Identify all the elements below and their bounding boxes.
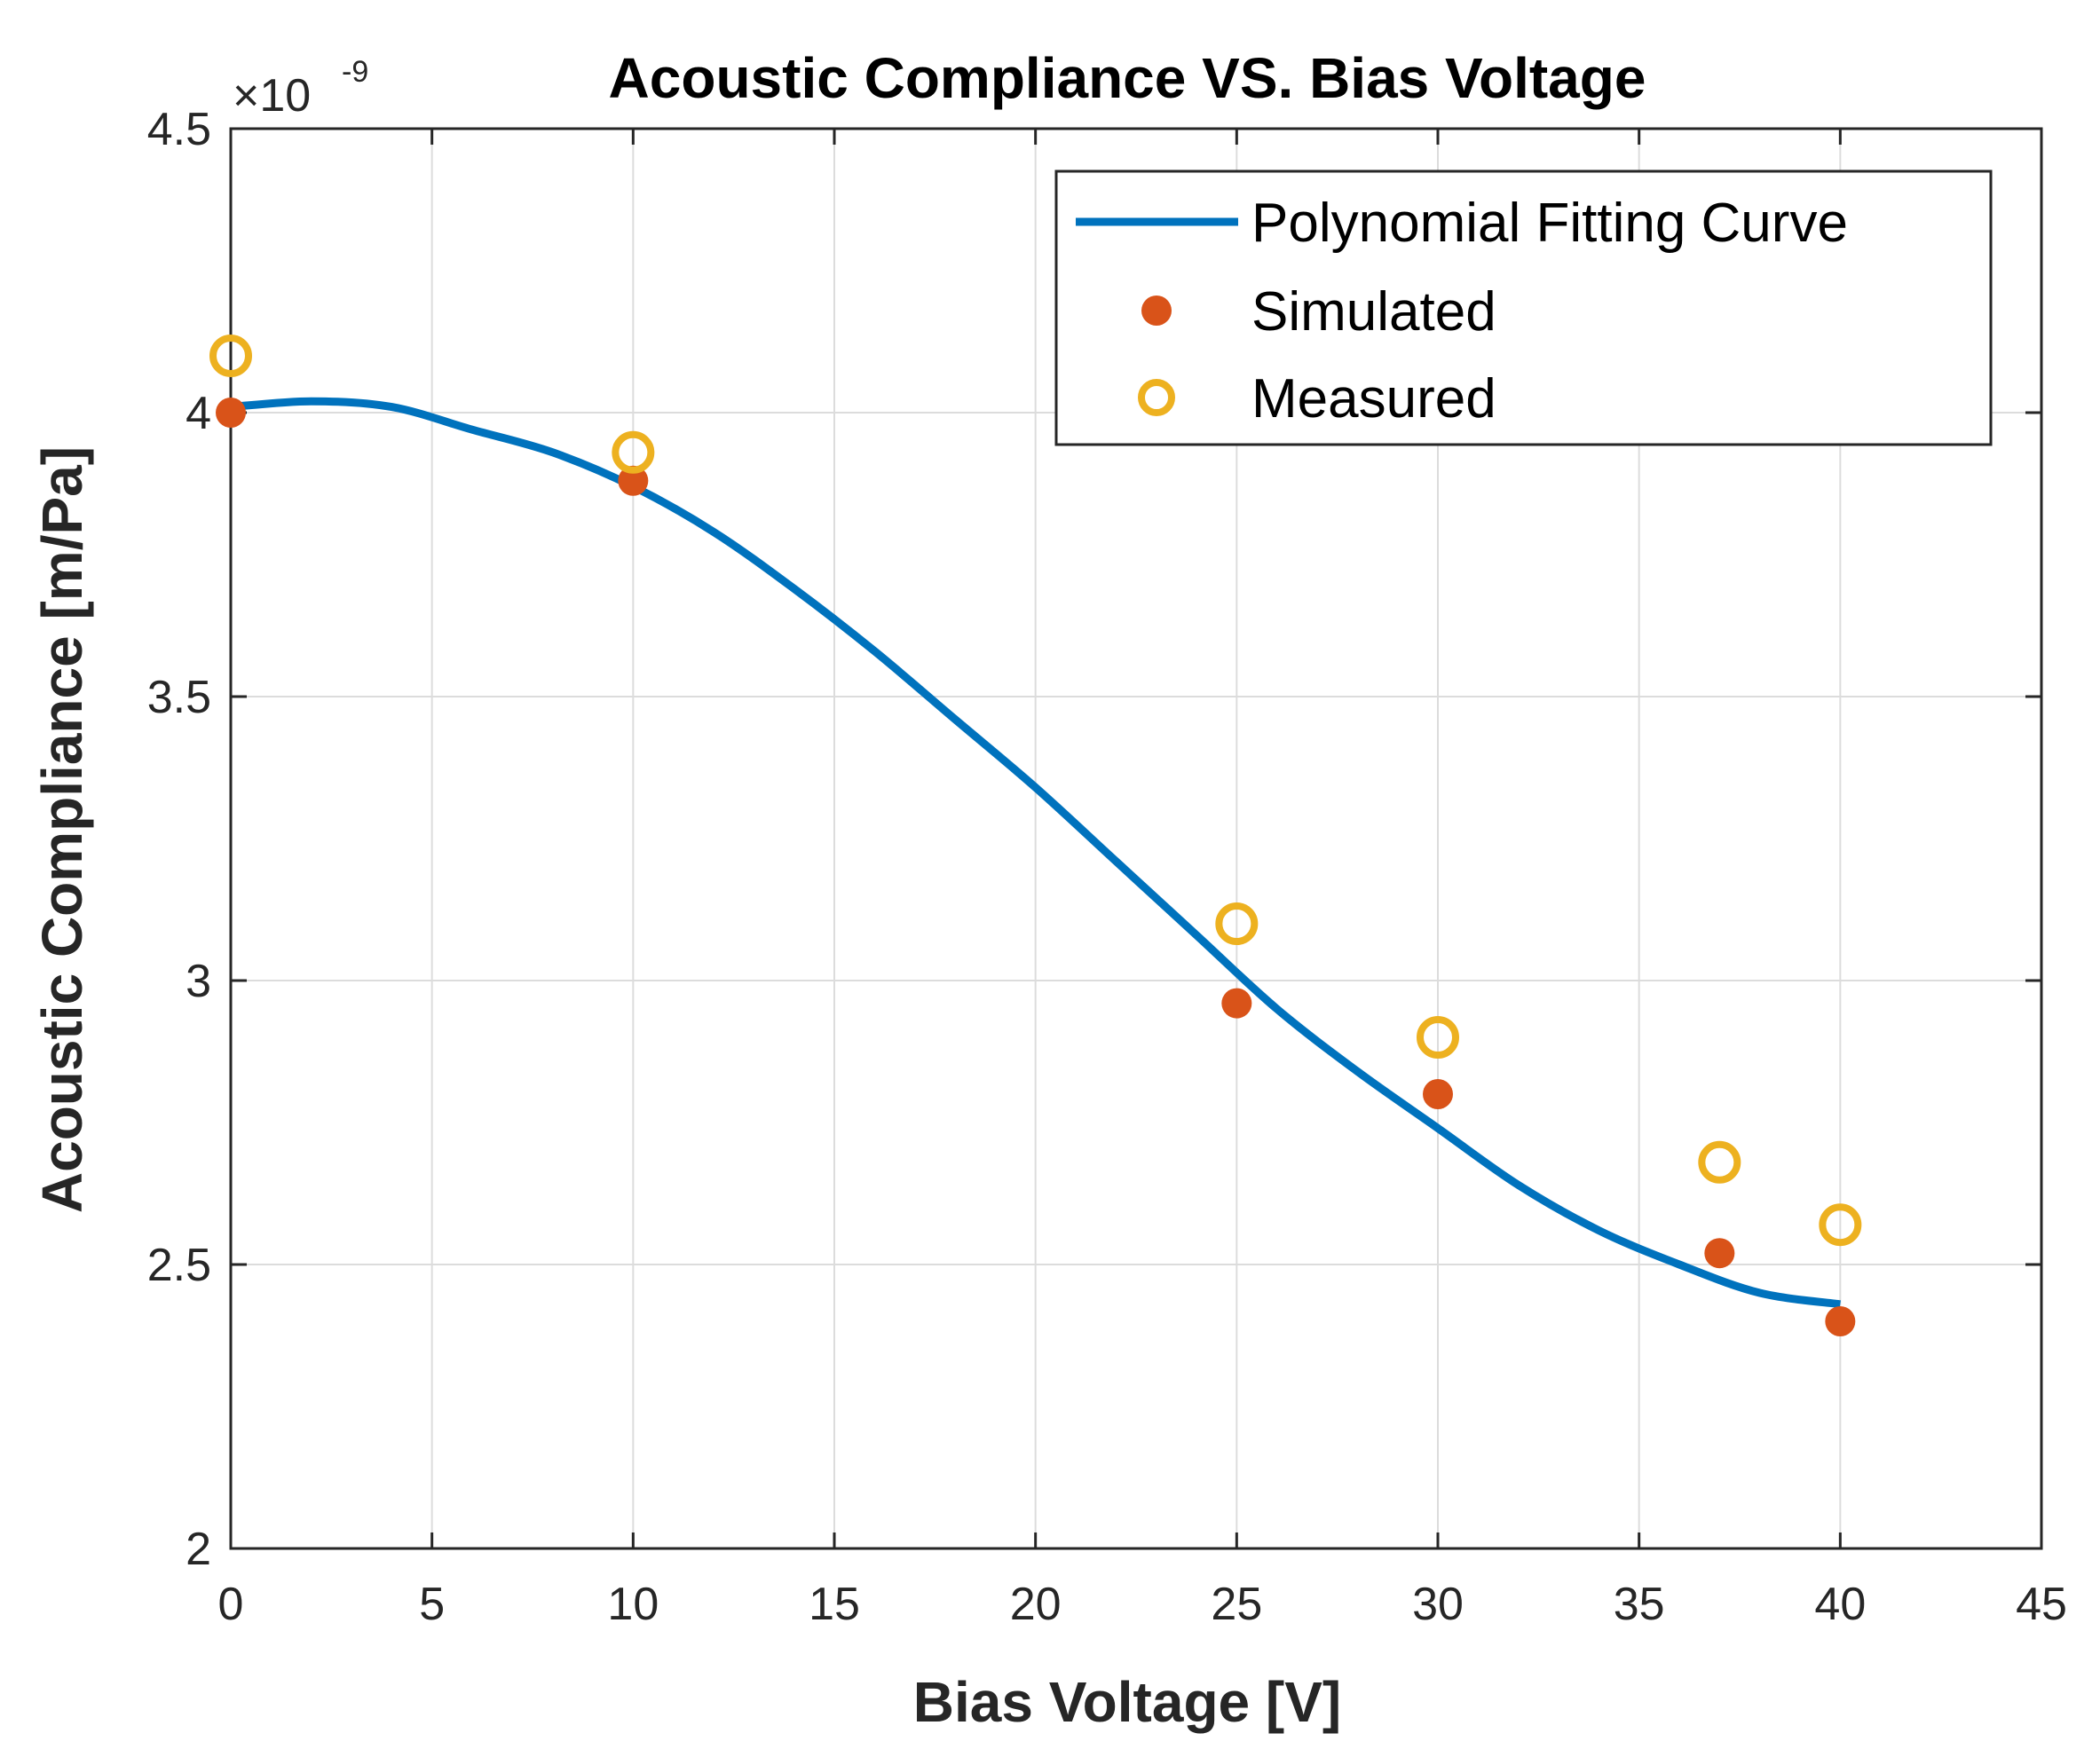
y-tick-label: 4.5 <box>147 104 211 155</box>
legend-label-measured: Measured <box>1251 368 1496 429</box>
points-group <box>209 335 1862 1336</box>
x-tick-label: 20 <box>1010 1579 1062 1630</box>
axes: 0 5 10 15 20 25 30 35 40 45 2 2.5 3 3.5 4 4.5 <box>147 104 2067 1630</box>
x-tick-label: 35 <box>1614 1579 1665 1630</box>
measured-point <box>1819 1203 1862 1247</box>
fit-curve-group <box>230 397 1841 1309</box>
x-tick-label: 0 <box>218 1579 244 1630</box>
simulated-point <box>1423 1079 1453 1109</box>
y-exponent-base-text: ×10 <box>233 70 311 122</box>
x-tick-label: 25 <box>1211 1579 1262 1630</box>
measured-point <box>209 335 252 377</box>
x-tick-label: 5 <box>419 1579 445 1630</box>
measured-point <box>1215 902 1259 945</box>
legend-label-simulated: Simulated <box>1251 281 1496 343</box>
simulated-point <box>618 465 649 496</box>
simulated-point <box>216 398 246 428</box>
x-tick-label: 15 <box>809 1579 860 1630</box>
legend-marker-measured <box>1138 379 1175 416</box>
simulated-point <box>1704 1238 1735 1269</box>
y-exponent: -9 <box>342 55 368 89</box>
axes-box <box>229 127 2043 1550</box>
y-tick-label: 3 <box>186 956 211 1007</box>
y-tick-label: 4 <box>186 388 211 439</box>
simulated-point <box>1825 1306 1856 1336</box>
x-tick-label: 45 <box>2016 1579 2067 1630</box>
legend: Polynomial Fitting Curve Simulated Measu… <box>1054 169 1993 446</box>
measured-point <box>1417 1016 1459 1059</box>
fit-curve-line <box>230 397 1841 1309</box>
measured-point <box>612 430 655 474</box>
measured-point <box>1698 1140 1741 1184</box>
y-tick-label: 2.5 <box>147 1240 211 1291</box>
y-exponent-base: ×10 <box>233 70 311 122</box>
x-tick-label: 40 <box>1814 1579 1866 1630</box>
chart-title: Acoustic Compliance VS. Bias Voltage <box>609 46 1646 110</box>
simulated-point <box>1221 988 1252 1019</box>
legend-box <box>1054 169 1993 446</box>
y-tick-label: 3.5 <box>147 672 211 723</box>
legend-marker-simulated <box>1141 295 1172 326</box>
x-axis-label: Bias Voltage [V] <box>913 1670 1341 1734</box>
y-axis-label: Acoustic Compliance [m/Pa] <box>30 446 94 1213</box>
x-tick-label: 10 <box>607 1579 659 1630</box>
legend-label-fit: Polynomial Fitting Curve <box>1251 193 1848 254</box>
x-tick-label: 30 <box>1412 1579 1464 1630</box>
y-tick-label: 2 <box>186 1524 211 1575</box>
